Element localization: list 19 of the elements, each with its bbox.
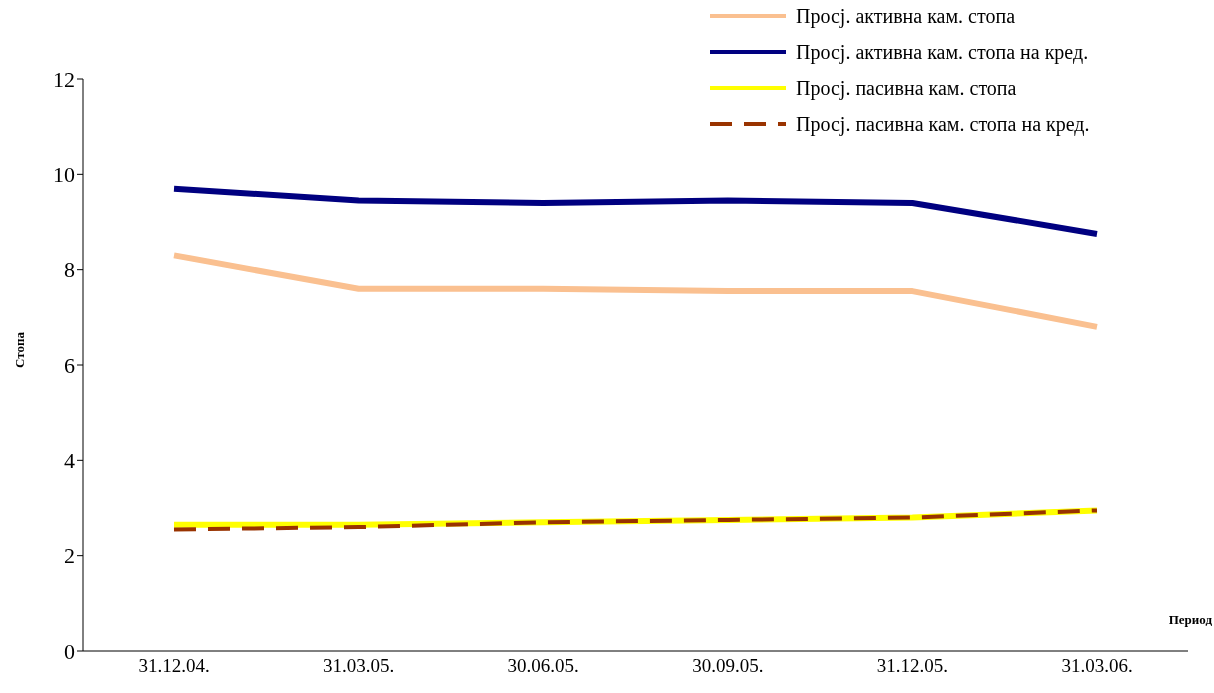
x-tick-label: 31.12.04. xyxy=(138,655,210,677)
y-tick-label: 8 xyxy=(64,257,75,283)
y-tick-label: 0 xyxy=(64,638,75,664)
x-tick-label: 31.03.05. xyxy=(322,655,395,677)
x-tick-label: 30.09.05. xyxy=(692,655,764,677)
legend-label: Просј. пасивна кам. стопа на кред. xyxy=(796,112,1090,136)
legend-label: Просј. активна кам. стопа xyxy=(796,4,1016,28)
y-tick-label: 12 xyxy=(53,66,75,92)
y-tick-label: 6 xyxy=(64,352,75,378)
y-tick-label: 10 xyxy=(53,162,75,188)
y-axis-title: Стопа xyxy=(12,332,28,368)
x-tick-label: 30.06.05. xyxy=(507,655,579,677)
y-tick-label: 2 xyxy=(64,543,75,569)
legend-label: Просј. пасивна кам. стопа xyxy=(796,76,1017,100)
legend-label: Просј. активна кам. стопа на кред. xyxy=(796,40,1089,64)
y-tick-label: 4 xyxy=(64,448,75,474)
x-tick-label: 31.03.06. xyxy=(1061,655,1133,677)
x-tick-label: 31.12.05. xyxy=(876,655,949,677)
x-axis-title: Период xyxy=(1168,612,1212,628)
